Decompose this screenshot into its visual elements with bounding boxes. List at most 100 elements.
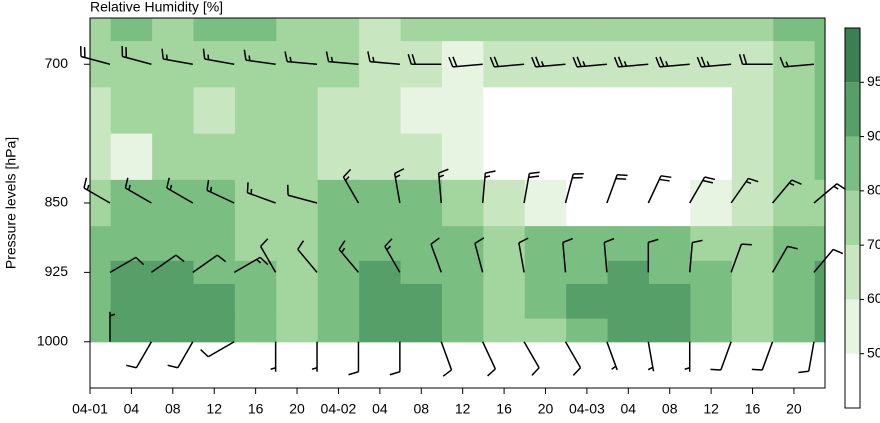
- rh-cell: [483, 18, 525, 42]
- rh-cell: [773, 87, 815, 134]
- rh-cell: [111, 87, 153, 134]
- rh-cell: [401, 319, 443, 343]
- barb-feather: [616, 179, 626, 180]
- rh-cell: [235, 134, 277, 181]
- wind-barb: [201, 342, 235, 357]
- rh-cell: [690, 261, 732, 285]
- rh-cell: [566, 284, 608, 319]
- rh-cell: [90, 319, 111, 343]
- wind-barb: [271, 342, 276, 372]
- rh-cell: [194, 226, 236, 261]
- wind-barb: [710, 342, 731, 370]
- rh-cell: [194, 18, 236, 42]
- rh-cell: [318, 261, 360, 285]
- barb-feather: [798, 371, 808, 372]
- rh-cell: [566, 180, 608, 227]
- rh-cell: [649, 319, 691, 343]
- barb-staff: [565, 342, 580, 368]
- rh-cell: [649, 87, 691, 134]
- rh-cell: [608, 18, 650, 42]
- rh-cell: [815, 18, 826, 42]
- rh-cell: [401, 180, 443, 227]
- colorbar-box: [845, 137, 860, 191]
- barb-half-feather: [834, 186, 838, 189]
- rh-cell: [90, 87, 111, 134]
- barb-feather: [168, 365, 178, 367]
- rh-cell: [442, 284, 484, 319]
- rh-cell: [152, 226, 194, 261]
- rh-cell: [525, 284, 567, 319]
- rh-cell: [318, 226, 360, 261]
- rh-cell: [276, 18, 318, 42]
- rh-cell: [442, 87, 484, 134]
- rh-cell: [401, 226, 443, 261]
- rh-cell: [442, 261, 484, 285]
- barb-staff: [524, 342, 539, 368]
- barb-staff: [607, 342, 617, 370]
- rh-cell: [359, 284, 401, 319]
- rh-cell: [442, 180, 484, 227]
- barb-feather: [390, 372, 400, 375]
- rh-cell: [90, 261, 111, 285]
- barb-feather: [348, 372, 358, 375]
- rh-cell: [152, 87, 194, 134]
- colorbar-tick-label: 70: [867, 236, 880, 252]
- rh-cell: [111, 134, 153, 181]
- barb-staff: [648, 342, 653, 372]
- rh-cell: [732, 134, 774, 181]
- rh-cell: [152, 284, 194, 319]
- wind-barb: [524, 342, 539, 376]
- barb-feather: [126, 365, 136, 367]
- rh-cell: [235, 226, 277, 261]
- rh-cell: [690, 226, 732, 261]
- barb-feather: [573, 368, 580, 376]
- rh-cell: [815, 319, 826, 343]
- rh-cell: [690, 87, 732, 134]
- rh-cell: [525, 87, 567, 134]
- rh-cell: [111, 319, 153, 343]
- barb-staff: [208, 342, 234, 357]
- colorbar-box: [845, 191, 860, 245]
- barb-half-feather: [648, 367, 653, 369]
- rh-cell: [608, 319, 650, 343]
- barb-staff: [441, 342, 451, 370]
- rh-cell: [194, 319, 236, 343]
- rh-cell: [732, 87, 774, 134]
- colorbar-box: [845, 299, 860, 353]
- rh-cell: [525, 319, 567, 343]
- rh-cell: [483, 284, 525, 319]
- rh-cell: [318, 284, 360, 319]
- colorbar-tick-label: 95: [867, 73, 880, 89]
- x-tick-label: 04-01: [72, 401, 108, 417]
- wind-barb: [168, 342, 193, 368]
- barb-staff: [178, 342, 193, 368]
- x-tick-label: 16: [248, 401, 264, 417]
- x-tick-label: 04-02: [321, 401, 357, 417]
- y-tick-label: 925: [45, 263, 69, 279]
- rh-cell: [194, 180, 236, 227]
- rh-cell: [566, 261, 608, 285]
- rh-cell: [276, 180, 318, 227]
- barb-feather: [617, 175, 627, 176]
- wind-barb: [348, 342, 358, 375]
- rh-cell: [815, 41, 826, 88]
- y-tick-label: 700: [45, 55, 69, 71]
- rh-cell: [773, 226, 815, 261]
- rh-cell: [732, 180, 774, 227]
- rh-cell: [401, 284, 443, 319]
- colorbar-box: [845, 354, 860, 408]
- rh-cell: [649, 18, 691, 42]
- rh-cell: [359, 18, 401, 42]
- y-tick-label: 1000: [37, 332, 68, 348]
- barb-half-feather: [87, 185, 88, 190]
- barb-feather: [833, 249, 843, 253]
- x-tick-label: 04: [124, 401, 140, 417]
- wind-barb: [607, 342, 617, 370]
- rh-cell: [732, 261, 774, 285]
- rh-cell: [608, 284, 650, 319]
- rh-cell: [276, 226, 318, 261]
- rh-cell: [442, 134, 484, 181]
- x-tick-label: 12: [206, 401, 222, 417]
- rh-cell: [152, 18, 194, 42]
- x-tick-label: 08: [662, 401, 678, 417]
